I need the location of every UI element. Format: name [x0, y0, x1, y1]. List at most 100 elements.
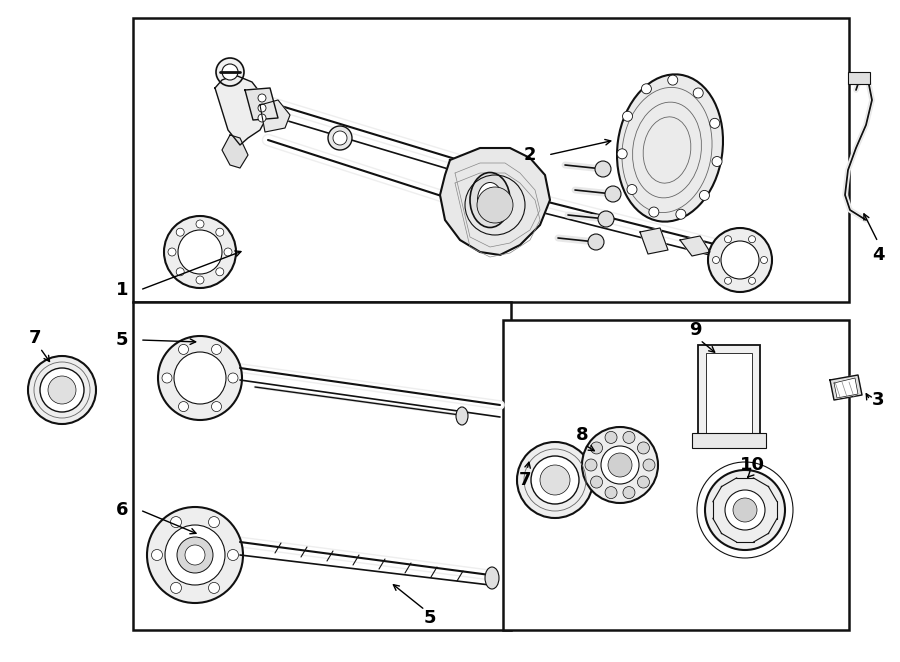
Circle shape	[595, 161, 611, 177]
Circle shape	[216, 58, 244, 86]
Circle shape	[724, 236, 732, 243]
Circle shape	[178, 344, 188, 354]
Circle shape	[601, 446, 639, 484]
Circle shape	[164, 216, 236, 288]
Bar	[503, 320, 849, 630]
Circle shape	[725, 490, 765, 530]
Circle shape	[176, 228, 184, 236]
Circle shape	[705, 470, 785, 550]
Circle shape	[48, 376, 76, 404]
Circle shape	[713, 256, 719, 263]
Circle shape	[712, 156, 722, 167]
Text: 7: 7	[29, 329, 41, 347]
Circle shape	[28, 356, 96, 424]
Circle shape	[585, 459, 597, 471]
Polygon shape	[215, 75, 268, 145]
Circle shape	[668, 75, 678, 85]
Circle shape	[174, 352, 226, 404]
Text: 8: 8	[576, 426, 589, 444]
Polygon shape	[222, 135, 248, 168]
Circle shape	[158, 336, 242, 420]
Circle shape	[212, 344, 221, 354]
Bar	[698, 345, 760, 445]
Circle shape	[209, 583, 220, 593]
Circle shape	[216, 268, 224, 276]
Circle shape	[212, 402, 221, 412]
Circle shape	[708, 228, 772, 292]
Circle shape	[749, 277, 755, 284]
Circle shape	[590, 442, 602, 454]
Ellipse shape	[470, 173, 510, 228]
Circle shape	[170, 516, 182, 528]
Circle shape	[224, 248, 232, 256]
Circle shape	[627, 185, 637, 195]
Circle shape	[598, 211, 614, 227]
Circle shape	[196, 276, 204, 284]
Circle shape	[617, 149, 627, 159]
Text: 4: 4	[872, 246, 884, 264]
Circle shape	[733, 498, 757, 522]
Circle shape	[590, 476, 602, 488]
Text: 7: 7	[518, 471, 531, 489]
Circle shape	[177, 537, 213, 573]
Circle shape	[623, 111, 633, 121]
Polygon shape	[440, 148, 550, 255]
Circle shape	[605, 487, 617, 498]
Circle shape	[209, 516, 220, 528]
Circle shape	[176, 268, 184, 276]
Bar	[133, 302, 511, 630]
Text: 5: 5	[116, 331, 128, 349]
Circle shape	[637, 476, 650, 488]
Ellipse shape	[456, 407, 468, 425]
Bar	[848, 72, 870, 84]
Circle shape	[693, 88, 703, 98]
Circle shape	[328, 126, 352, 150]
Circle shape	[258, 114, 266, 122]
Circle shape	[151, 549, 163, 561]
Circle shape	[216, 228, 224, 236]
Ellipse shape	[485, 567, 499, 589]
Circle shape	[588, 234, 604, 250]
Circle shape	[147, 507, 243, 603]
Text: 9: 9	[688, 321, 701, 339]
Circle shape	[228, 373, 238, 383]
Text: 1: 1	[116, 281, 128, 299]
Circle shape	[168, 248, 176, 256]
Ellipse shape	[617, 74, 723, 222]
Circle shape	[531, 456, 579, 504]
Circle shape	[760, 256, 768, 263]
Ellipse shape	[478, 183, 502, 218]
Circle shape	[623, 432, 635, 444]
Circle shape	[605, 186, 621, 202]
Bar	[133, 18, 849, 302]
Circle shape	[721, 241, 759, 279]
Polygon shape	[830, 375, 862, 400]
Bar	[706, 353, 752, 437]
Polygon shape	[680, 236, 710, 256]
Circle shape	[40, 368, 84, 412]
Circle shape	[749, 236, 755, 243]
Circle shape	[258, 94, 266, 102]
Text: 3: 3	[872, 391, 884, 409]
Polygon shape	[640, 228, 668, 254]
Circle shape	[724, 277, 732, 284]
Circle shape	[649, 207, 659, 217]
Polygon shape	[834, 378, 858, 398]
Circle shape	[162, 373, 172, 383]
Circle shape	[608, 453, 632, 477]
Circle shape	[517, 442, 593, 518]
Circle shape	[605, 432, 617, 444]
Circle shape	[333, 131, 347, 145]
Circle shape	[643, 459, 655, 471]
Circle shape	[642, 84, 652, 94]
Circle shape	[540, 465, 570, 495]
Circle shape	[699, 191, 709, 201]
Circle shape	[185, 545, 205, 565]
Circle shape	[258, 104, 266, 112]
Circle shape	[228, 549, 238, 561]
Circle shape	[178, 230, 222, 274]
Circle shape	[676, 209, 686, 219]
Text: 10: 10	[740, 456, 764, 474]
Text: 2: 2	[524, 146, 536, 164]
Text: 5: 5	[424, 609, 436, 627]
